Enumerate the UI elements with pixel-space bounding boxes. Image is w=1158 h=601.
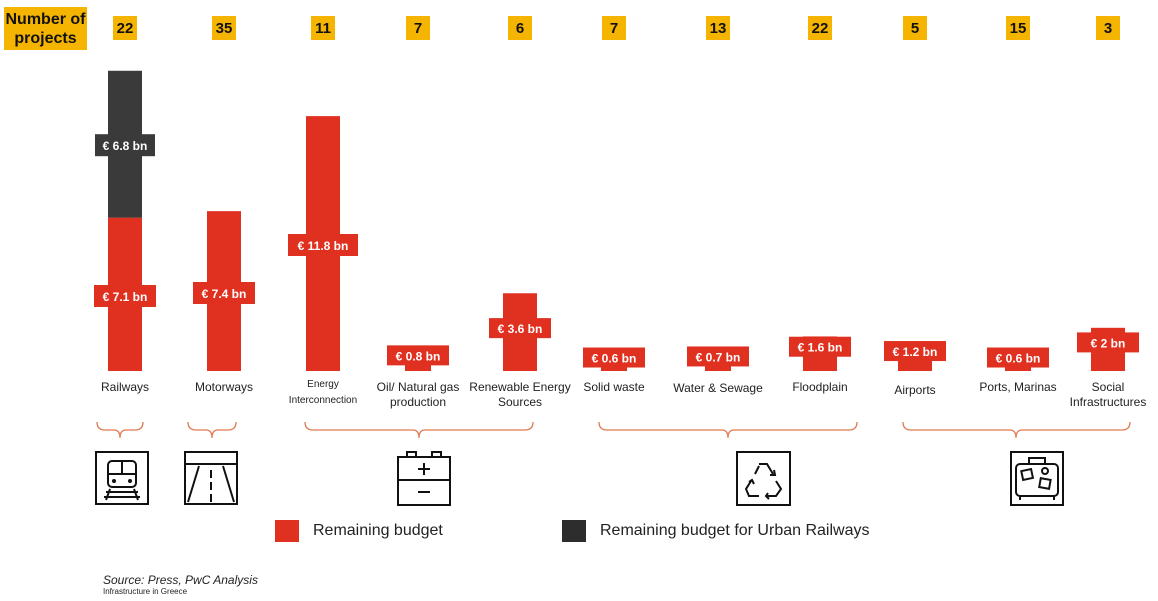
project-count-value: 7 [414,20,422,37]
project-count-value: 3 [1104,20,1112,37]
data-label-box [387,345,449,366]
project-count-badge [903,16,927,40]
project-count-badge [706,16,730,40]
category-label: Oil/ Natural gas [377,380,460,394]
project-count-value: 5 [911,20,919,37]
data-label-box [884,341,946,362]
legend-swatch-red [275,520,299,542]
data-label: € 0.7 bn [696,350,741,364]
category-label: Energy [307,379,339,390]
data-label: € 1.2 bn [893,345,938,359]
data-label-box [193,282,255,304]
data-label-box [789,336,851,357]
category-label: Infrastructures [1070,395,1147,409]
road-icon [184,451,238,505]
bracket-motorways [187,421,237,439]
category-label: Floodplain [792,380,847,394]
train-icon [95,451,149,505]
number-of-projects-label: Number of projects [4,7,87,50]
project-count-value: 13 [710,20,727,37]
brackets-layer [96,421,1131,439]
project-count-value: 22 [117,20,134,37]
bracket-social [902,421,1131,439]
category-label: Ports, Marinas [979,380,1056,394]
legend-label-remaining: Remaining budget [313,522,443,539]
project-count-value: 15 [1010,20,1027,37]
project-count-badge [113,16,137,40]
bracket-energy [304,421,534,439]
project-count-badge [212,16,236,40]
category-label: Sources [498,395,542,409]
data-label-box [95,134,155,157]
category-label: Water & Sewage [673,381,763,395]
recycle-icon [736,451,791,506]
legend-urban: Remaining budget for Urban Railways [562,520,869,542]
data-label-box [987,347,1049,368]
project-count-value: 22 [812,20,829,37]
project-count-badge [311,16,335,40]
category-label: Railways [101,380,149,394]
subsource-note: Infrastructure in Greece [103,587,188,596]
category-label: Solid waste [583,380,645,394]
data-label: € 1.6 bn [798,341,843,355]
data-label-box [288,234,358,256]
project-count-badge [1096,16,1120,40]
data-label-box [583,347,645,368]
data-label-box [94,285,156,307]
source-note: Source: Press, PwC Analysis [103,573,258,587]
icons-layer [95,451,1064,506]
data-label: € 0.6 bn [996,352,1041,366]
project-count-value: 7 [610,20,618,37]
data-label: € 6.8 bn [103,139,148,153]
project-count-badge [808,16,832,40]
data-label: € 0.8 bn [396,349,441,363]
category-label: Airports [894,383,935,397]
project-count-value: 6 [516,20,524,37]
project-count-value: 11 [315,20,331,37]
category-label: production [390,395,446,409]
category-label: Interconnection [289,395,357,406]
legend-remaining: Remaining budget [275,520,443,542]
data-label-box [1077,332,1139,353]
bracket-railways [96,421,144,439]
project-count-badge [508,16,532,40]
data-label: € 0.6 bn [592,352,637,366]
category-label: Social [1092,380,1125,394]
data-label: € 7.4 bn [202,287,247,301]
data-label: € 3.6 bn [498,322,543,336]
battery-icon [397,451,451,506]
data-label-box [687,346,749,367]
bracket-environment [598,421,858,439]
project-count-badge [1006,16,1030,40]
category-label: Motorways [195,380,253,394]
legend-label-urban: Remaining budget for Urban Railways [600,522,870,539]
data-label: € 11.8 bn [298,239,349,253]
project-count-value: 35 [216,20,233,37]
suitcase-icon [1010,451,1064,506]
data-label: € 2 bn [1091,336,1126,350]
data-label: € 7.1 bn [103,290,148,304]
project-count-badge [406,16,430,40]
data-label-box [489,318,551,339]
legend-swatch-dark [562,520,586,542]
project-count-badge [602,16,626,40]
category-label: Renewable Energy [469,380,570,394]
